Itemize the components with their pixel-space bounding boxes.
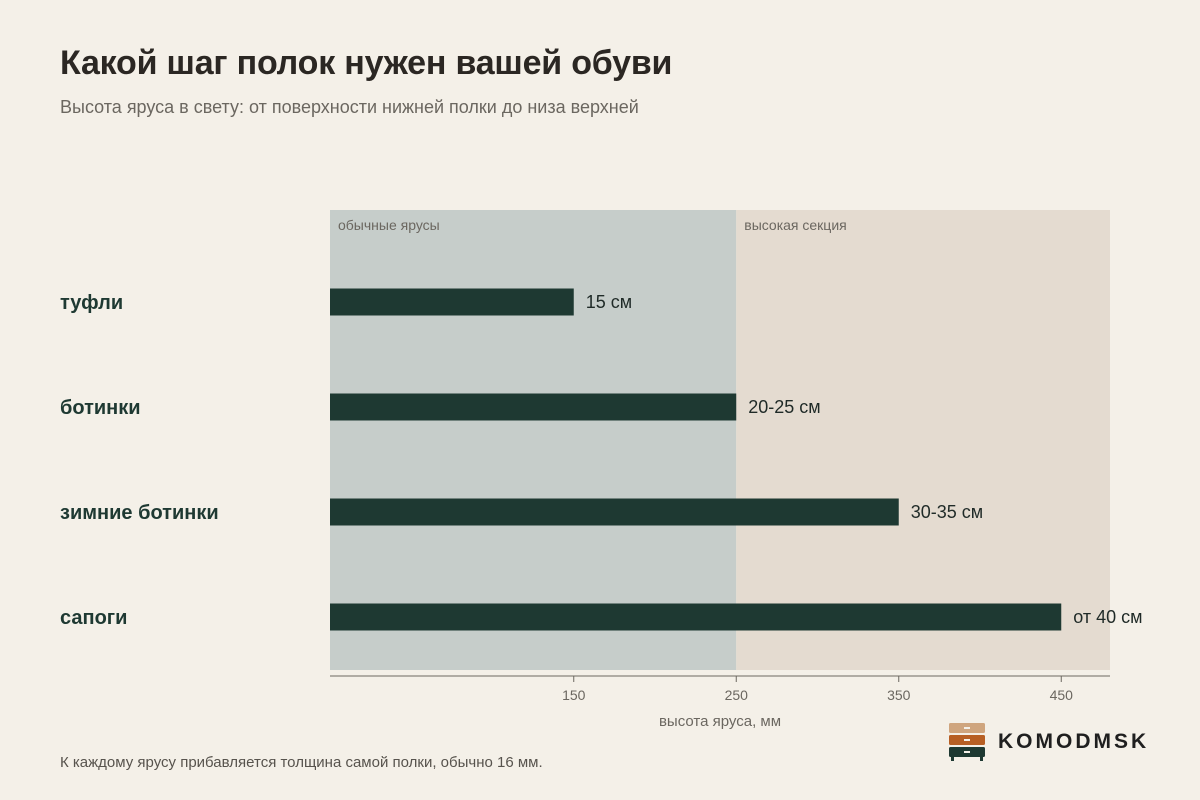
chart-title: Какой шаг полок нужен вашей обуви <box>60 44 673 82</box>
x-tick-label-0: 150 <box>562 687 586 703</box>
x-axis: 150 250 350 450 высота яруса, мм <box>330 675 1110 730</box>
chart-subtitle: Высота яруса в свету: от поверхности ниж… <box>60 97 639 117</box>
zone-label-1: высокая секция <box>744 217 846 233</box>
x-tick-label-2: 350 <box>887 687 911 703</box>
footnote: К каждому ярусу прибавляется толщина сам… <box>60 754 543 771</box>
zone-label-0: обычные ярусы <box>338 217 440 233</box>
value-label-1: 20-25 см <box>748 397 820 417</box>
category-label-1: ботинки <box>60 397 141 419</box>
brand-logo: KOMODMSK <box>948 722 1149 762</box>
category-label-2: зимние ботинки <box>60 502 219 524</box>
dresser-icon <box>949 723 985 761</box>
bar-2 <box>330 498 899 526</box>
zone-band-1 <box>736 210 1110 670</box>
value-label-2: 30-35 см <box>911 502 983 522</box>
x-tick-label-3: 450 <box>1050 687 1074 703</box>
x-axis-label: высота яруса, мм <box>659 713 781 730</box>
category-label-0: туфли <box>60 292 123 314</box>
zone-backgrounds: обычные ярусы высокая секция <box>330 210 1110 670</box>
x-tick-label-1: 250 <box>725 687 749 703</box>
category-label-3: сапоги <box>60 607 127 629</box>
brand-name: KOMODMSK <box>998 730 1150 753</box>
value-label-0: 15 см <box>586 292 632 312</box>
zone-band-0 <box>330 210 737 670</box>
value-label-3: от 40 см <box>1073 607 1142 627</box>
bar-0 <box>330 288 574 316</box>
bar-3 <box>330 603 1062 631</box>
bar-chart: обычные ярусы высокая секция туфли 15 см бо… <box>60 210 1143 730</box>
bar-group: туфли 15 см ботинки 20-25 см зимние ботинки 3… <box>60 288 1143 631</box>
bar-1 <box>330 393 737 421</box>
